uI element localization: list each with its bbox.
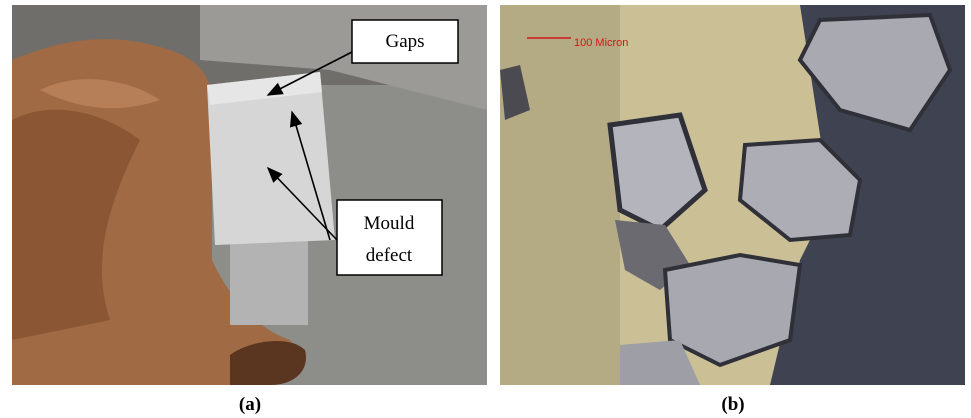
annotation: Mould bbox=[364, 213, 415, 234]
annotation: Gaps bbox=[385, 31, 424, 52]
panel-label: (b) bbox=[721, 394, 744, 415]
annotation: defect bbox=[366, 245, 413, 266]
figure: Gaps Mould defect 100 Micron (a) (b) bbox=[0, 0, 971, 418]
panel-label: (a) bbox=[239, 394, 261, 415]
scale-bar-label: 100 Micron bbox=[574, 37, 628, 49]
photo-b bbox=[500, 5, 965, 385]
